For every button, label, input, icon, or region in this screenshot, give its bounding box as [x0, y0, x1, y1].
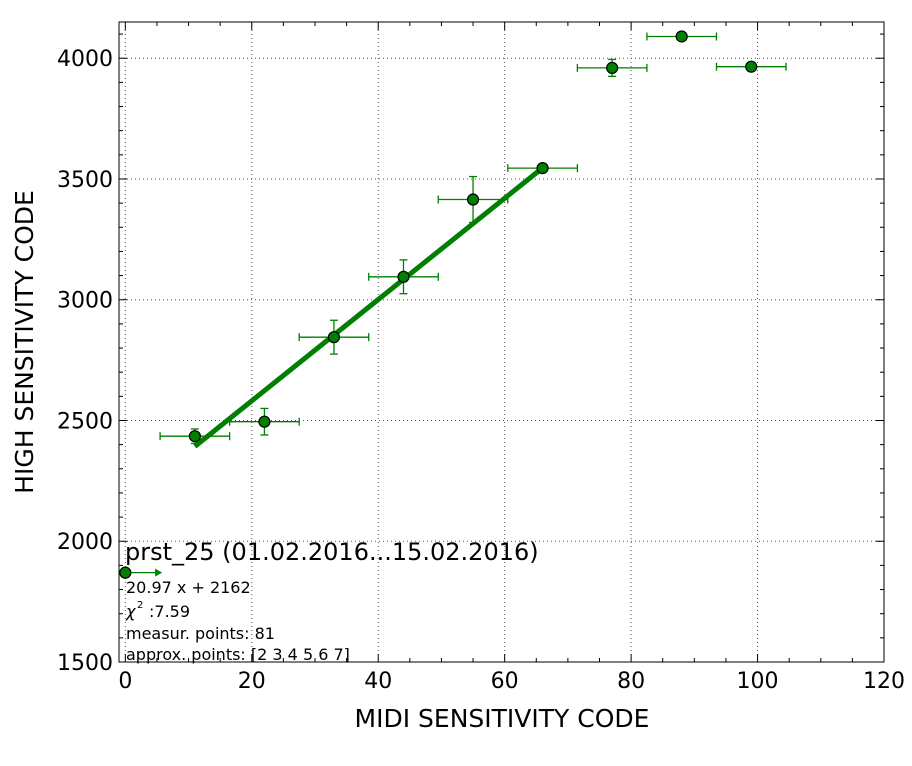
- y-tick-label: 3500: [57, 168, 113, 193]
- x-tick-label: 120: [863, 669, 905, 694]
- tick-labels: 0 20 40 60 80 100 120 1500 2000 2500 3000 3500 4000: [57, 47, 905, 694]
- data-point: [397, 270, 410, 283]
- fit-line-group: [193, 165, 545, 449]
- measured-points-annotation: measur. points: 81: [126, 624, 275, 643]
- y-axis-label: HIGH SENSITIVITY CODE: [10, 190, 39, 494]
- data-point: [466, 193, 480, 206]
- data-point: [606, 61, 619, 74]
- fit-line: [193, 165, 545, 449]
- y-tick-label: 1500: [57, 651, 113, 676]
- data-point: [745, 60, 758, 73]
- series-name-annotation: prst_25 (01.02.2016...15.02.2016): [125, 538, 539, 566]
- data-point: [188, 430, 201, 443]
- major-ticks: [119, 22, 885, 663]
- x-axis-label: MIDI SENSITIVITY CODE: [355, 704, 650, 733]
- data-point: [536, 162, 549, 175]
- y-tick-label: 4000: [57, 47, 113, 72]
- chi2-superscript: 2: [137, 600, 143, 611]
- x-tick-label: 0: [118, 669, 132, 694]
- x-tick-label: 60: [491, 669, 519, 694]
- x-tick-label: 20: [238, 669, 266, 694]
- x-tick-label: 100: [737, 669, 779, 694]
- data-point: [119, 566, 132, 579]
- fit-equation-annotation: 20.97 x + 2162: [126, 578, 251, 597]
- data-point: [327, 331, 341, 344]
- data-point: [675, 30, 688, 43]
- x-tick-label: 80: [617, 669, 645, 694]
- chi2-symbol: χ: [125, 602, 136, 621]
- plot-frame: [118, 21, 885, 663]
- data-point: [258, 415, 271, 428]
- y-tick-label: 2000: [57, 530, 113, 555]
- chi2-value-annotation: :7.59: [149, 602, 190, 621]
- y-tick-label: 2500: [57, 409, 113, 434]
- minor-ticks: [119, 22, 884, 662]
- y-tick-label: 3000: [57, 289, 113, 314]
- x-tick-label: 40: [364, 669, 392, 694]
- x-errorbar-arrowhead: [155, 568, 163, 577]
- data-points: [119, 30, 758, 579]
- approx-points-annotation: approx. points: [2 3 4 5 6 7]: [126, 645, 350, 664]
